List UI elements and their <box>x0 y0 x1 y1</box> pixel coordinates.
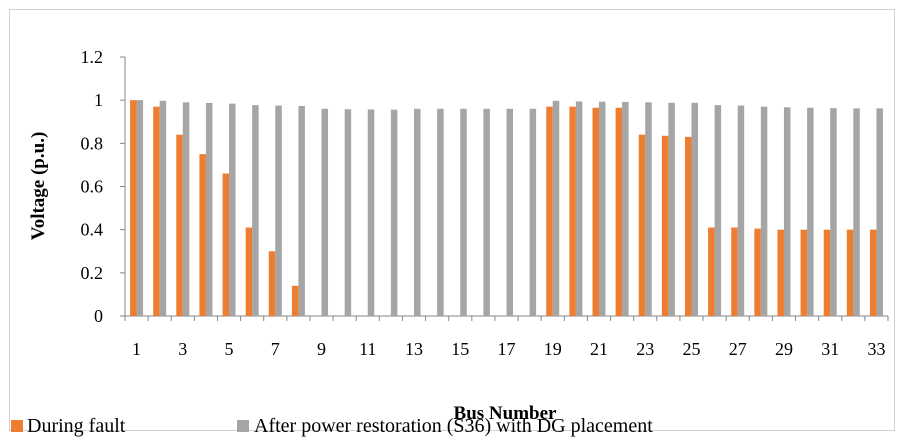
bar-after-restoration <box>136 100 144 317</box>
bar-after-restoration <box>622 101 629 316</box>
series-1 <box>136 100 883 317</box>
bar-after-restoration <box>344 109 352 317</box>
bar-during-fault <box>846 229 854 316</box>
bars <box>130 100 883 317</box>
bar-during-fault <box>291 285 299 316</box>
x-tick-label: 17 <box>498 339 516 359</box>
x-tick-label: 25 <box>682 339 700 359</box>
x-tick-label: 15 <box>451 339 469 359</box>
legend-label-after-restoration: After power restoration (S36) with DG pl… <box>254 415 653 437</box>
bar-after-restoration <box>483 108 490 316</box>
x-axis: 1 3 5 7 9 11 13 15 17 19 21 23 25 27 29 31 33 <box>124 315 889 359</box>
bar-after-restoration <box>321 108 329 316</box>
x-tick-label: 19 <box>544 339 562 359</box>
bar-after-restoration <box>876 108 883 316</box>
bar-after-restoration <box>760 106 768 317</box>
bar-after-restoration <box>298 105 305 316</box>
x-tick-label: 23 <box>636 339 654 359</box>
y-axis-title: Voltage (p.u.) <box>28 132 49 241</box>
x-axis-title: Bus Number <box>454 403 557 424</box>
x-tick-label: 33 <box>867 339 885 359</box>
x-tick-label: 9 <box>317 339 326 359</box>
bar-after-restoration <box>691 102 698 316</box>
bar-during-fault <box>615 107 623 317</box>
x-tick-label: 3 <box>178 339 187 359</box>
y-tick-label: 1.2 <box>81 47 104 67</box>
bar-after-restoration <box>390 109 398 316</box>
legend-swatch-after-restoration <box>237 420 249 432</box>
bar-after-restoration <box>598 101 606 317</box>
bar-during-fault <box>199 154 206 316</box>
bar-during-fault <box>731 227 738 316</box>
bar-during-fault <box>592 107 599 317</box>
bar-during-fault <box>569 106 576 317</box>
y-tick-label: 1 <box>94 90 103 110</box>
bar-after-restoration <box>159 100 167 316</box>
bar-after-restoration <box>853 108 860 316</box>
x-tick-label: 29 <box>775 339 793 359</box>
bar-after-restoration <box>182 102 190 316</box>
bar-after-restoration <box>737 105 745 316</box>
y-tick-label: 0.4 <box>81 220 104 240</box>
y-tick-label: 0 <box>94 306 103 326</box>
series-0 <box>130 100 877 317</box>
x-tick-label: 11 <box>359 339 376 359</box>
bar-after-restoration <box>275 105 282 316</box>
bar-after-restoration <box>714 105 722 317</box>
bar-during-fault <box>800 229 808 316</box>
bar-during-fault <box>176 134 183 316</box>
bar-during-fault <box>638 134 646 316</box>
x-tick-label: 7 <box>271 339 280 359</box>
legend-label-during-fault: During fault <box>27 415 126 437</box>
x-tick-label: 13 <box>405 339 423 359</box>
bar-after-restoration <box>830 108 837 316</box>
legend-swatch-during-fault <box>11 420 23 432</box>
bar-during-fault <box>153 106 160 317</box>
bar-during-fault <box>684 136 692 316</box>
bar-after-restoration <box>575 101 583 316</box>
bar-during-fault <box>708 227 715 316</box>
bar-after-restoration <box>414 108 421 316</box>
bar-after-restoration <box>252 105 259 317</box>
bar-during-fault <box>245 227 253 316</box>
y-tick-label: 0.6 <box>81 177 104 197</box>
bar-after-restoration <box>783 107 791 316</box>
y-tick-label: 0.8 <box>81 133 104 153</box>
bar-during-fault <box>777 229 784 316</box>
x-tick-label: 5 <box>225 339 234 359</box>
bar-after-restoration <box>437 108 444 316</box>
x-tick-label: 1 <box>132 339 141 359</box>
bar-after-restoration <box>807 107 814 317</box>
y-axis: 0 0.2 0.4 0.6 0.8 1 1.2 <box>81 47 126 326</box>
bar-during-fault <box>661 135 669 316</box>
bar-after-restoration <box>552 100 560 316</box>
bar-during-fault <box>546 106 553 317</box>
bar-during-fault <box>869 229 877 316</box>
bar-after-restoration <box>367 109 375 316</box>
bar-after-restoration <box>460 108 467 316</box>
bar-during-fault <box>823 229 831 316</box>
bar-during-fault <box>268 251 276 316</box>
x-tick-label: 21 <box>590 339 608 359</box>
bar-during-fault <box>754 228 761 316</box>
bar-after-restoration <box>229 103 236 317</box>
legend: During fault After power restoration (S3… <box>11 415 653 437</box>
bar-after-restoration <box>205 102 213 316</box>
y-tick-label: 0.2 <box>81 263 104 283</box>
x-tick-label: 31 <box>821 339 839 359</box>
bar-after-restoration <box>645 102 652 316</box>
bar-during-fault <box>222 173 230 316</box>
bar-after-restoration <box>529 108 537 316</box>
bar-during-fault <box>130 100 137 317</box>
bar-after-restoration <box>668 102 675 316</box>
x-tick-label: 27 <box>729 339 747 359</box>
bar-after-restoration <box>506 108 513 316</box>
